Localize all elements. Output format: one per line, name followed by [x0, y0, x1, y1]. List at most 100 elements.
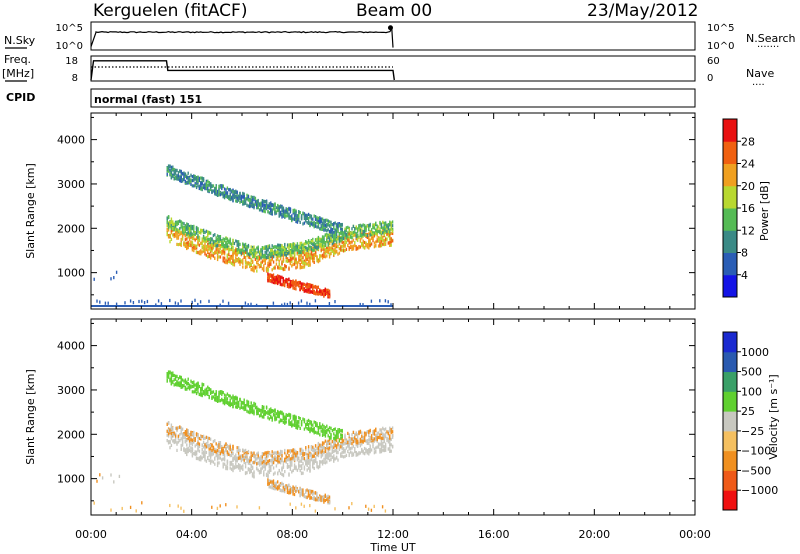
heatmap-cell	[282, 251, 285, 255]
heatmap-cell	[316, 431, 318, 435]
heatmap-cell	[230, 245, 233, 250]
heatmap-cell	[300, 260, 303, 265]
heatmap-cell	[320, 227, 322, 231]
heatmap-cell	[285, 457, 287, 461]
heatmap-cell	[226, 191, 229, 195]
heatmap-cell	[228, 246, 230, 250]
heatmap-cell	[365, 431, 367, 436]
heatmap-cell	[310, 240, 313, 244]
heatmap-cell	[226, 450, 229, 454]
heatmap-cell	[288, 473, 290, 477]
heatmap-cell	[292, 242, 294, 246]
heatmap-cell	[307, 243, 310, 248]
heatmap-cell	[215, 192, 217, 196]
heatmap-cell	[265, 267, 268, 272]
heatmap-cell	[298, 420, 300, 424]
heatmap-cell	[204, 393, 206, 397]
heatmap-cell	[251, 245, 254, 249]
heatmap-cell	[293, 454, 296, 458]
heatmap-cell	[324, 429, 327, 433]
heatmap-cell	[104, 301, 107, 305]
heatmap-cell	[342, 448, 345, 453]
heatmap-cell	[254, 196, 257, 200]
heatmap-cell	[327, 243, 329, 247]
heatmap-cell	[306, 463, 308, 467]
heatmap-cell	[382, 242, 384, 246]
heatmap-cell	[279, 418, 282, 422]
heatmap-cell	[372, 233, 374, 237]
heatmap-cell	[270, 255, 272, 259]
heatmap-cell	[242, 448, 244, 452]
colorbar-swatch	[723, 119, 737, 142]
heatmap-cell	[309, 253, 311, 257]
heatmap-cell	[380, 240, 383, 244]
heatmap-cell	[307, 461, 310, 465]
heatmap-cell	[264, 250, 266, 254]
heatmap-cell	[319, 237, 321, 241]
heatmap-cell	[208, 237, 210, 242]
heatmap-cell	[334, 246, 336, 250]
heatmap-cell	[260, 249, 262, 253]
heatmap-cell	[236, 259, 238, 263]
heatmap-cell	[251, 453, 254, 457]
heatmap-cell	[289, 216, 292, 220]
heatmap-cell	[299, 281, 301, 285]
heatmap-cell	[298, 210, 300, 214]
heatmap-cell	[194, 176, 196, 181]
heatmap-cell	[212, 184, 215, 188]
heatmap-cell	[250, 195, 252, 199]
heatmap-cell	[272, 461, 275, 465]
heatmap-cell	[288, 248, 290, 252]
heatmap-cell	[335, 444, 338, 448]
heatmap-cell	[265, 451, 268, 455]
heatmap-cell	[349, 450, 352, 454]
heatmap-cell	[228, 401, 230, 405]
heatmap-cell	[263, 470, 265, 474]
heatmap-cell	[186, 387, 188, 391]
heatmap-cell	[337, 236, 339, 240]
heatmap-cell	[289, 422, 292, 426]
heatmap-cell	[354, 449, 356, 454]
heatmap-cell	[173, 431, 175, 435]
heatmap-cell	[390, 227, 392, 231]
heatmap-cell	[317, 285, 319, 289]
heatmap-cell	[270, 201, 272, 205]
heatmap-cell	[359, 302, 361, 307]
heatmap-cell	[274, 245, 276, 249]
heatmap-cell	[362, 234, 364, 238]
heatmap-cell	[167, 428, 170, 432]
heatmap-cell	[342, 231, 345, 235]
heatmap-cell	[236, 196, 238, 200]
heatmap-cell	[292, 468, 294, 473]
heatmap-cell	[261, 410, 264, 414]
heatmap-cell	[351, 227, 353, 231]
heatmap-cell	[319, 289, 321, 294]
heatmap-cell	[218, 193, 220, 197]
heatmap-cell	[326, 229, 328, 233]
heatmap-cell	[362, 245, 364, 249]
heatmap-cell	[270, 459, 272, 463]
heatmap-cell	[214, 192, 216, 196]
heatmap-cell	[310, 284, 312, 288]
heatmap-cell	[198, 384, 201, 389]
heatmap-cell	[195, 442, 198, 447]
heatmap-cell	[355, 245, 357, 249]
heatmap-cell	[344, 229, 346, 234]
heatmap-cell	[319, 460, 321, 464]
heatmap-cell	[303, 456, 306, 460]
heatmap-cell	[310, 252, 313, 256]
heatmap-cell	[251, 409, 254, 414]
heatmap-cell	[172, 167, 174, 171]
heatmap-cell	[194, 444, 196, 448]
heatmap-cell	[167, 434, 170, 438]
heatmap-cell	[198, 250, 201, 254]
heatmap-cell	[270, 262, 272, 266]
heatmap-cell	[310, 220, 313, 224]
heatmap-cell	[247, 243, 250, 248]
heatmap-cell	[302, 243, 304, 247]
heatmap-cell	[288, 465, 290, 469]
heatmap-cell	[275, 278, 277, 282]
heatmap-cell	[201, 241, 203, 245]
heatmap-cell	[341, 443, 343, 447]
